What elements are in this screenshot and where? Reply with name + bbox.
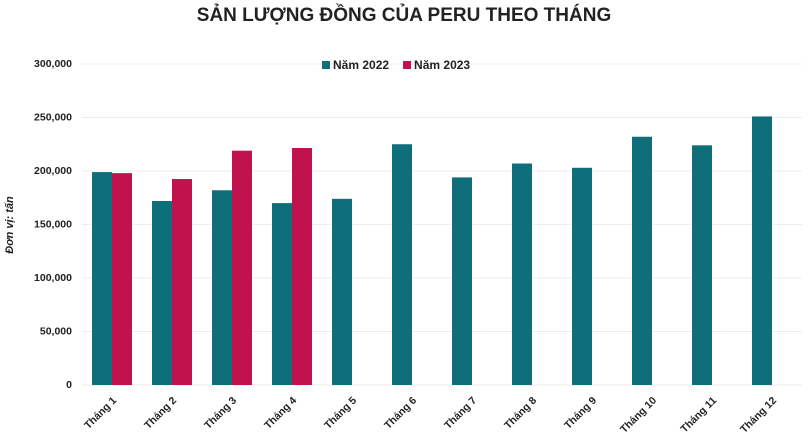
bar — [392, 144, 412, 385]
x-tick-label: Tháng 11 — [678, 394, 719, 435]
bar — [92, 172, 112, 385]
x-tick-label: Tháng 6 — [382, 394, 419, 431]
bar — [752, 116, 772, 386]
chart-title: SẢN LƯỢNG ĐỒNG CỦA PERU THEO THÁNG — [197, 4, 611, 26]
x-tick-label: Tháng 2 — [142, 394, 179, 431]
y-tick-label: 150,000 — [34, 218, 72, 230]
x-tick-label: Tháng 9 — [562, 394, 599, 431]
x-tick-label: Tháng 4 — [262, 394, 299, 431]
x-tick-label: Tháng 5 — [322, 394, 359, 431]
bar — [512, 163, 532, 385]
bar — [212, 190, 232, 385]
bar — [152, 200, 172, 385]
bar — [632, 136, 652, 385]
y-axis-label: Đơn vị: tấn — [4, 196, 16, 254]
x-tick-label: Tháng 3 — [202, 394, 239, 431]
legend-swatch — [322, 61, 330, 69]
bar — [292, 147, 312, 385]
bar — [172, 179, 192, 385]
y-tick-label: 300,000 — [34, 58, 72, 70]
bar — [332, 198, 352, 385]
legend-label: Năm 2023 — [414, 58, 470, 72]
bar — [572, 167, 592, 385]
x-tick-label: Tháng 7 — [442, 394, 479, 431]
legend-label: Năm 2022 — [333, 58, 389, 72]
x-tick-label: Tháng 10 — [618, 394, 659, 435]
y-tick-label: 200,000 — [34, 165, 72, 177]
y-tick-label: 0 — [66, 379, 72, 391]
legend-swatch — [403, 61, 412, 69]
x-tick-label: Tháng 1 — [82, 394, 119, 431]
bar — [272, 203, 292, 385]
y-tick-label: 50,000 — [40, 325, 72, 337]
bar — [692, 145, 712, 385]
bar — [232, 150, 252, 385]
y-tick-label: 250,000 — [34, 111, 72, 123]
bar — [452, 177, 472, 385]
x-tick-label: Tháng 12 — [738, 394, 779, 435]
bar — [112, 173, 132, 385]
x-tick-label: Tháng 8 — [502, 394, 539, 431]
y-tick-label: 100,000 — [34, 272, 72, 284]
